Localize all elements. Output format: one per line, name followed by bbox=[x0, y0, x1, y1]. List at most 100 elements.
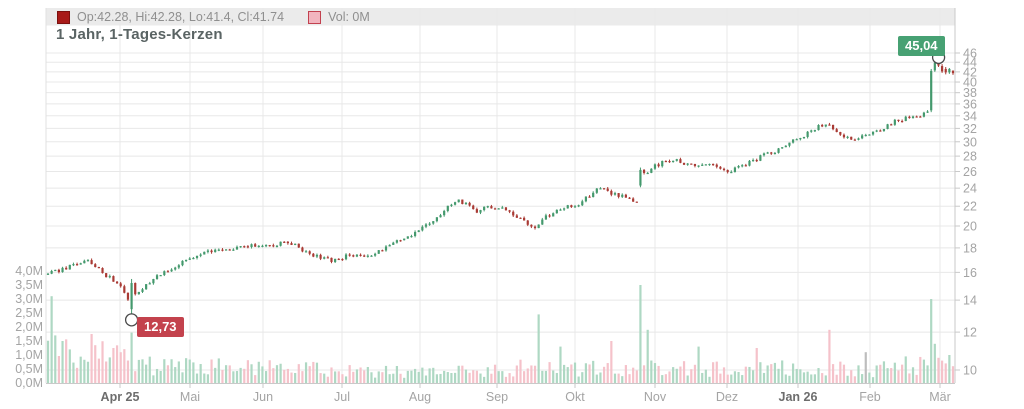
volume-tick-label: 0,5M bbox=[15, 362, 43, 376]
volume-bar bbox=[501, 371, 504, 383]
volume-bar bbox=[355, 369, 359, 383]
volume-tick-label: 3,5M bbox=[15, 278, 43, 292]
candle-body bbox=[693, 163, 697, 166]
candle-body bbox=[301, 247, 304, 252]
candle-body bbox=[592, 192, 595, 198]
volume-bar bbox=[722, 367, 726, 383]
candle-body bbox=[443, 210, 446, 216]
volume-bar bbox=[661, 375, 664, 383]
price-tick-label: 30 bbox=[963, 135, 977, 149]
candle-body bbox=[203, 251, 206, 255]
candle-body bbox=[188, 258, 191, 260]
candle-body bbox=[817, 125, 820, 131]
volume-bar bbox=[875, 365, 878, 383]
candle-body bbox=[748, 160, 751, 166]
candle-body bbox=[137, 291, 140, 295]
candle-body bbox=[755, 159, 758, 162]
price-tick-label: 42 bbox=[963, 65, 977, 79]
month-label: Aug bbox=[409, 390, 431, 404]
candle-body bbox=[250, 244, 253, 248]
volume-bar bbox=[773, 362, 777, 383]
volume-bar bbox=[163, 359, 166, 383]
candle-body bbox=[922, 112, 926, 117]
volume-bar bbox=[704, 369, 707, 383]
volume-bar bbox=[893, 362, 896, 383]
candle-body bbox=[570, 205, 573, 208]
candle-body bbox=[86, 260, 90, 262]
volume-bar bbox=[908, 373, 911, 383]
volume-bar bbox=[497, 371, 500, 383]
volume-bar bbox=[417, 371, 420, 383]
candle-body bbox=[359, 254, 362, 256]
volume-bar bbox=[781, 360, 784, 383]
candle-body bbox=[519, 217, 522, 219]
candle-body bbox=[65, 267, 68, 270]
volume-bar bbox=[526, 368, 529, 383]
volume-bar bbox=[446, 372, 449, 383]
candle-body bbox=[297, 243, 300, 248]
month-label: Apr 25 bbox=[101, 390, 140, 404]
price-tick-label: 14 bbox=[963, 294, 977, 308]
candle-body bbox=[57, 269, 60, 273]
volume-bar bbox=[668, 371, 671, 383]
volume-bar bbox=[174, 367, 177, 383]
volume-bar bbox=[795, 368, 798, 383]
volume-tick-label: 3,0M bbox=[15, 292, 43, 306]
candle-body bbox=[944, 68, 947, 73]
volume-bar bbox=[228, 365, 231, 383]
volume-bar bbox=[75, 367, 79, 383]
volume-bar bbox=[933, 343, 936, 383]
candle-body bbox=[475, 209, 478, 213]
candle-body bbox=[334, 258, 337, 262]
volume-bar bbox=[272, 368, 275, 383]
candle-body bbox=[813, 130, 816, 132]
volume-bar bbox=[490, 373, 493, 383]
candle-body bbox=[573, 206, 577, 208]
volume-bar bbox=[890, 368, 893, 383]
candle-body bbox=[439, 215, 442, 218]
candle-body bbox=[217, 249, 220, 251]
volume-bar bbox=[948, 355, 951, 383]
volume-bar bbox=[370, 372, 373, 383]
candle-body bbox=[352, 255, 355, 257]
candle-body bbox=[610, 190, 613, 195]
candle-body bbox=[781, 147, 784, 149]
candle-body bbox=[523, 217, 526, 221]
volume-bar bbox=[741, 375, 744, 383]
volume-bar bbox=[221, 370, 224, 383]
volume-bar bbox=[155, 368, 159, 383]
volume-bar bbox=[148, 356, 151, 383]
volume-bar bbox=[828, 329, 831, 383]
volume-bar bbox=[672, 367, 675, 383]
candle-body bbox=[901, 120, 904, 123]
volume-bar bbox=[563, 364, 566, 383]
volume-bar bbox=[897, 370, 900, 383]
volume-bar bbox=[214, 367, 217, 383]
candle-body bbox=[501, 207, 504, 209]
volume-bar bbox=[922, 359, 926, 383]
candle-body bbox=[526, 220, 529, 225]
volume-bar bbox=[141, 359, 144, 383]
volume-bar bbox=[243, 368, 246, 383]
candle-body bbox=[446, 205, 449, 211]
candle-body bbox=[726, 169, 729, 173]
volume-bar bbox=[384, 365, 388, 383]
volume-bar bbox=[850, 370, 853, 383]
volume-bar bbox=[457, 365, 460, 383]
price-tick-label: 44 bbox=[963, 56, 977, 70]
candle-body bbox=[94, 264, 97, 267]
candle-body bbox=[675, 159, 678, 161]
candle-body bbox=[861, 135, 864, 139]
volume-bar bbox=[868, 372, 871, 383]
volume-bar bbox=[468, 372, 471, 383]
volume-bar bbox=[904, 356, 907, 383]
candle-body bbox=[512, 211, 515, 216]
volume-bar bbox=[344, 376, 348, 383]
volume-bar bbox=[588, 364, 591, 383]
volume-bar bbox=[864, 352, 867, 383]
candle-body bbox=[752, 159, 755, 162]
candle-body bbox=[653, 164, 657, 169]
candle-body bbox=[624, 194, 627, 198]
volume-bar bbox=[301, 371, 304, 383]
